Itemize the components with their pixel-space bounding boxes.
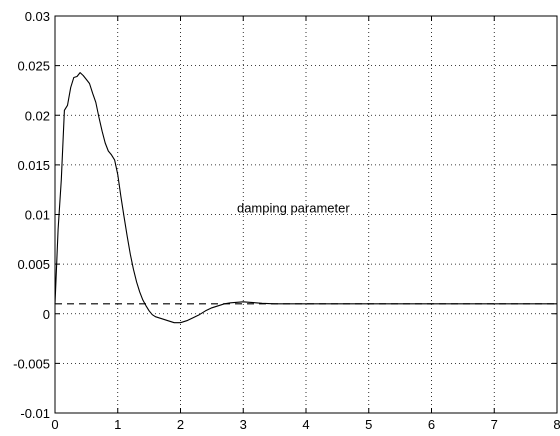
x-tick-label: 8: [553, 417, 560, 432]
y-tick-label: 0: [43, 307, 50, 322]
y-tick-label: 0.005: [17, 257, 50, 272]
y-tick-label: 0.025: [17, 59, 50, 74]
y-tick-label: -0.01: [20, 406, 50, 421]
x-tick-label: 7: [491, 417, 498, 432]
x-tick-label: 0: [51, 417, 58, 432]
x-tick-label: 6: [428, 417, 435, 432]
series-group: [54, 72, 557, 324]
y-tick-label: 0.02: [25, 108, 50, 123]
x-tick-label: 1: [114, 417, 121, 432]
y-tick-label: 0.01: [25, 208, 50, 223]
response-curve: [54, 72, 557, 324]
y-tick-label: -0.005: [13, 356, 50, 371]
x-tick-label: 3: [240, 417, 247, 432]
annotation-damping-parameter: damping parameter: [237, 201, 350, 216]
y-tick-label: 0.03: [25, 9, 50, 24]
x-tick-label: 5: [365, 417, 372, 432]
x-tick-label: 2: [177, 417, 184, 432]
y-tick-label: 0.015: [17, 158, 50, 173]
axes: 0 1 2 3 4 5 6 7 8 -0.01 -0.005 0 0.005 0.01 0.015 0.02 0…: [13, 9, 560, 432]
x-tick-label: 4: [302, 417, 309, 432]
